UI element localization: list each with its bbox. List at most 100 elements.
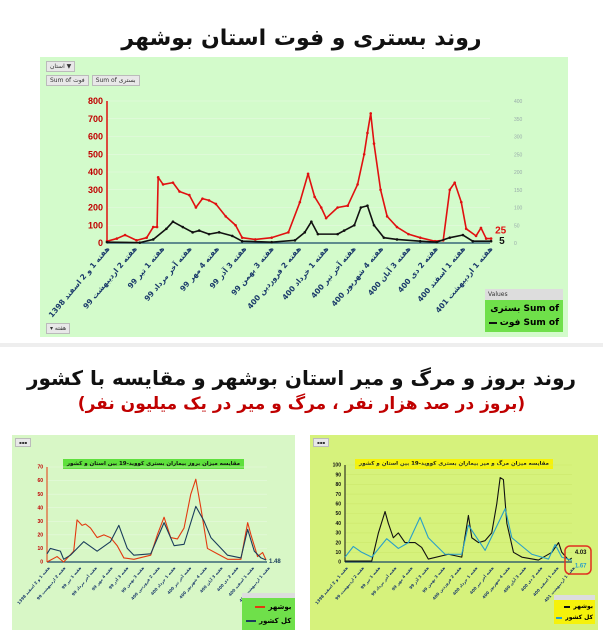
data-point: [356, 183, 359, 186]
y-tick-label: 10: [335, 550, 341, 556]
field-death-button[interactable]: Sum of فوت: [46, 75, 89, 86]
data-point: [287, 231, 290, 234]
data-point: [489, 239, 493, 243]
data-point: [336, 206, 339, 209]
y-tick-label: 50: [37, 492, 43, 498]
highlight-box: [564, 545, 592, 575]
data-point: [178, 190, 181, 193]
data-point: [313, 195, 316, 199]
y-tick-label: 30: [335, 531, 341, 537]
chart-3-title-wrap: مقایسه میزان مرگ و میر بیماران بستری کوو…: [340, 450, 568, 469]
y-tick-label: 400: [88, 167, 103, 177]
data-point: [188, 193, 191, 197]
axis-week-button[interactable]: ▾ هفته: [46, 323, 71, 334]
legend-label: کل کشور: [259, 617, 292, 625]
data-point: [448, 188, 452, 192]
y2-tick-label: 200: [514, 170, 523, 176]
chart-3-legend: بوشهر کل کشور: [554, 595, 595, 624]
mortality-comparison-chart: ▪▪▪ مقایسه میزان مرگ و میر بیماران بستری…: [310, 435, 598, 630]
data-point: [151, 238, 155, 241]
field-hospitalization-button[interactable]: Sum of بستری: [91, 75, 140, 86]
bottom-page-title: روند بروز و مرگ و میر استان بوشهر و مقای…: [26, 366, 577, 390]
data-point: [171, 181, 175, 184]
y-tick-label: 70: [37, 465, 43, 471]
x-tick-label: هفته 2 فروردین 400: [130, 565, 161, 601]
chart-1-legend: Values Sum of بستری Sum of فوت: [485, 289, 563, 332]
data-point: [201, 197, 204, 200]
data-point: [240, 236, 244, 239]
y2-tick-label: 100: [514, 206, 523, 212]
data-point: [435, 240, 438, 244]
data-point: [214, 202, 218, 206]
data-point: [181, 225, 185, 229]
y-tick-label: 100: [333, 463, 342, 469]
data-point: [464, 227, 468, 231]
end-value-label: 4.03: [575, 550, 587, 556]
data-point: [366, 131, 369, 135]
legend-item-country: کل کشور: [246, 614, 291, 628]
end-value-label: 1.48: [269, 559, 281, 565]
y2-tick-label: 350: [514, 117, 523, 123]
data-point: [240, 239, 244, 243]
pivot-fields-row: Sum of فوت Sum of بستری: [46, 75, 140, 86]
y-tick-label: 600: [88, 132, 103, 142]
series-line-1: [344, 508, 573, 561]
y-tick-label: 60: [335, 501, 341, 507]
data-point: [151, 225, 155, 229]
data-point: [448, 236, 452, 239]
legend-label: Sum of بستری: [490, 304, 559, 314]
data-point: [484, 237, 488, 240]
data-point: [197, 229, 201, 232]
data-point: [194, 206, 198, 209]
legend-label: بوشهر: [573, 603, 593, 610]
pivot-field-button[interactable]: ▪▪▪: [313, 438, 330, 447]
y2-tick-label: 50: [514, 223, 520, 229]
data-point: [346, 204, 350, 208]
series-line-1: [106, 204, 492, 244]
y-tick-label: 10: [37, 546, 43, 552]
legend-header: [242, 593, 296, 598]
data-point: [359, 206, 363, 209]
data-point: [382, 236, 386, 239]
data-point: [453, 181, 457, 184]
pivot-field-button[interactable]: ▪▪▪: [15, 438, 32, 447]
data-point: [407, 232, 410, 236]
data-point: [156, 176, 160, 179]
data-point: [217, 231, 221, 234]
y-tick-label: 500: [88, 149, 103, 159]
legend-swatch: [246, 620, 256, 622]
top-page-title: روند بستری و فوت استان بوشهر: [121, 26, 482, 51]
data-point: [471, 239, 475, 243]
y-tick-label: 0: [40, 560, 43, 566]
data-point: [395, 225, 399, 229]
x-tick-label: هفته 2 فروردین 400: [431, 565, 462, 601]
y-tick-label: 20: [335, 540, 341, 546]
legend-swatch-black: [489, 322, 497, 324]
filter-province-button[interactable]: استان ▼: [46, 61, 76, 72]
data-point: [418, 236, 422, 239]
legend-item-bushehr: بوشهر: [246, 600, 291, 614]
x-tick-label: هفته 1 اسفند 400: [415, 245, 467, 304]
y2-tick-label: 150: [514, 188, 523, 194]
series-line-0: [46, 478, 267, 563]
chart-2-title-wrap: مقایسه میزان بروز بیماران بستری کووید-19…: [42, 450, 265, 469]
y-tick-label: 0: [338, 560, 341, 566]
data-point: [459, 200, 463, 204]
y-tick-label: 30: [37, 519, 43, 525]
y-tick-label: 60: [37, 478, 43, 484]
incidence-comparison-chart: ▪▪▪ مقایسه میزان بروز بیماران بستری کووی…: [12, 435, 296, 630]
data-point: [362, 152, 366, 156]
legend-swatch: [255, 606, 266, 608]
data-point: [115, 237, 119, 240]
section-divider: [0, 343, 603, 347]
data-point: [161, 183, 165, 186]
data-point: [224, 215, 228, 218]
data-point: [353, 223, 356, 227]
data-point: [372, 223, 376, 227]
data-point: [479, 226, 483, 230]
y-tick-label: 100: [88, 220, 103, 230]
data-point: [461, 233, 465, 237]
x-tick-label: هفته آخر مرداد 99: [142, 244, 194, 303]
